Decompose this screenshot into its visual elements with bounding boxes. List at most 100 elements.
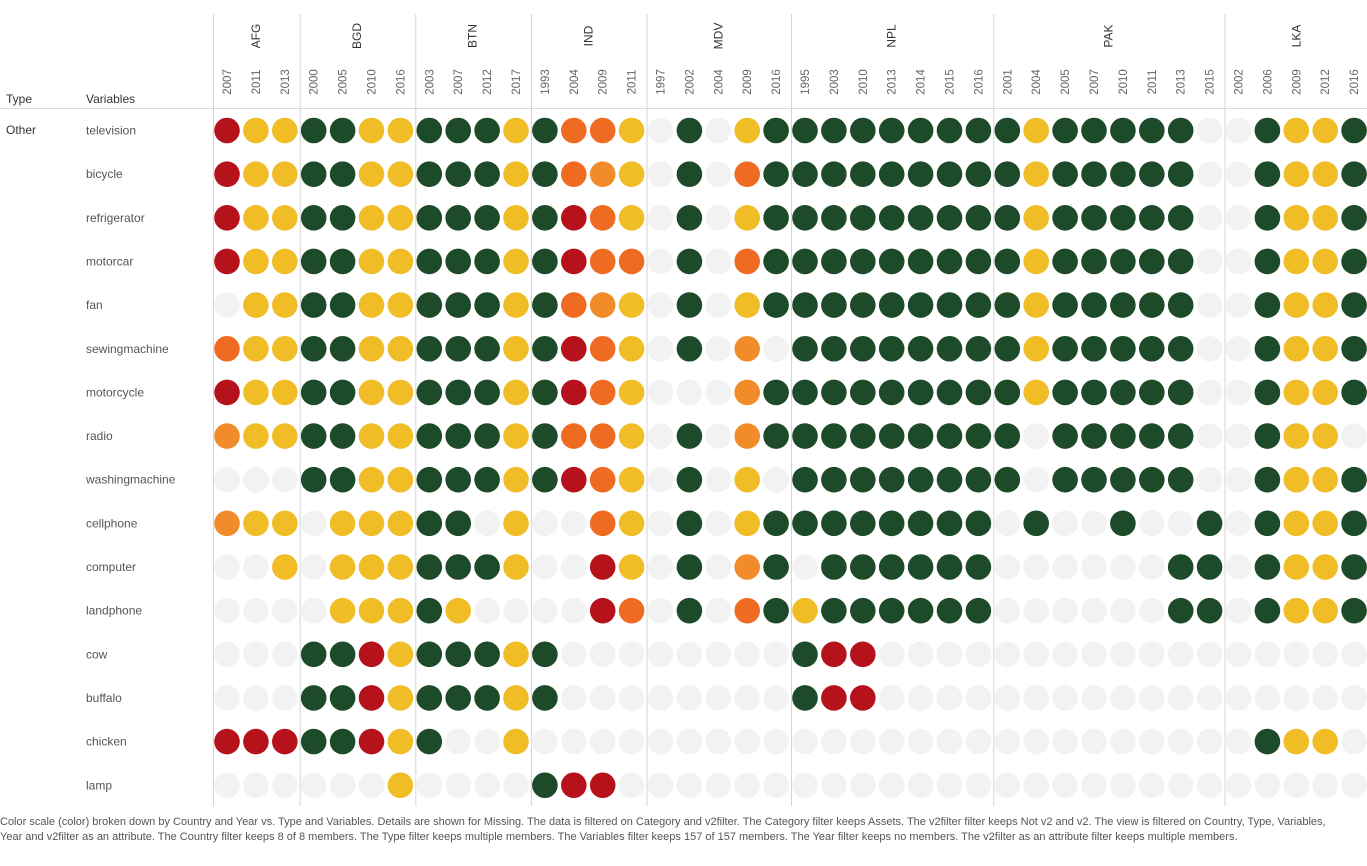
dot-radio-btn-2012[interactable] <box>474 423 500 449</box>
dot-washingmachine-btn-2007[interactable] <box>445 466 472 493</box>
dot-lamp-pak-2010[interactable] <box>1110 772 1136 799</box>
dot-cow-npl-2015[interactable] <box>936 641 963 668</box>
dot-cellphone-npl-2010[interactable] <box>850 510 876 537</box>
dot-sewingmachine-npl-2015[interactable] <box>936 335 963 362</box>
dot-landphone-npl-2003[interactable] <box>821 597 847 624</box>
dot-motorcar-lka-2016[interactable] <box>1341 248 1367 275</box>
dot-cow-mdv-2004[interactable] <box>705 641 732 668</box>
dot-sewingmachine-lka-2016[interactable] <box>1341 335 1367 362</box>
dot-motorcycle-pak-2010[interactable] <box>1110 379 1136 406</box>
dot-sewingmachine-ind-1993[interactable] <box>532 335 558 362</box>
dot-washingmachine-bgd-2000[interactable] <box>300 466 327 493</box>
dot-radio-afg-2013[interactable] <box>272 423 298 449</box>
dot-buffalo-npl-2015[interactable] <box>936 685 963 711</box>
dot-motorcar-lka-2002[interactable] <box>1225 248 1252 275</box>
dot-motorcycle-afg-2011[interactable] <box>243 379 269 406</box>
dot-television-pak-2007[interactable] <box>1081 117 1107 144</box>
dot-motorcar-pak-2001[interactable] <box>994 248 1021 275</box>
dot-fan-lka-2006[interactable] <box>1254 292 1281 318</box>
dot-refrigerator-btn-2007[interactable] <box>445 205 472 231</box>
dot-motorcar-lka-2012[interactable] <box>1312 248 1338 275</box>
dot-washingmachine-pak-2004[interactable] <box>1023 466 1049 493</box>
dot-lamp-bgd-2010[interactable] <box>358 772 385 799</box>
dot-fan-npl-2016[interactable] <box>965 292 992 318</box>
dot-cellphone-afg-2007[interactable] <box>214 510 240 537</box>
dot-radio-pak-2010[interactable] <box>1110 423 1136 449</box>
dot-cellphone-ind-2011[interactable] <box>618 510 645 537</box>
dot-washingmachine-npl-2015[interactable] <box>936 466 963 493</box>
dot-sewingmachine-btn-2017[interactable] <box>503 335 529 362</box>
dot-cow-btn-2003[interactable] <box>416 641 443 668</box>
dot-washingmachine-mdv-2009[interactable] <box>734 466 760 493</box>
dot-bicycle-bgd-2000[interactable] <box>300 161 327 187</box>
dot-refrigerator-ind-2009[interactable] <box>589 205 616 231</box>
dot-motorcar-afg-2013[interactable] <box>272 248 298 275</box>
dot-cow-btn-2007[interactable] <box>445 641 472 668</box>
dot-motorcar-pak-2004[interactable] <box>1023 248 1049 275</box>
dot-bicycle-btn-2012[interactable] <box>474 161 500 187</box>
dot-chicken-npl-2014[interactable] <box>907 728 934 755</box>
dot-motorcycle-btn-2012[interactable] <box>474 379 500 406</box>
dot-refrigerator-bgd-2016[interactable] <box>387 205 414 231</box>
dot-buffalo-bgd-2005[interactable] <box>329 685 356 711</box>
dot-chicken-pak-2007[interactable] <box>1081 728 1107 755</box>
dot-cellphone-bgd-2000[interactable] <box>300 510 327 537</box>
dot-cow-bgd-2016[interactable] <box>387 641 414 668</box>
dot-buffalo-npl-2013[interactable] <box>878 685 905 711</box>
dot-bicycle-npl-2010[interactable] <box>850 161 876 187</box>
dot-motorcycle-pak-2007[interactable] <box>1081 379 1107 406</box>
dot-radio-afg-2007[interactable] <box>214 423 240 449</box>
dot-landphone-ind-2011[interactable] <box>618 597 645 624</box>
dot-motorcycle-lka-2002[interactable] <box>1225 379 1252 406</box>
dot-lamp-ind-2011[interactable] <box>618 772 645 799</box>
dot-cow-pak-2011[interactable] <box>1139 641 1165 668</box>
dot-computer-btn-2017[interactable] <box>503 554 529 580</box>
dot-fan-bgd-2010[interactable] <box>358 292 385 318</box>
dot-sewingmachine-bgd-2016[interactable] <box>387 335 414 362</box>
dot-chicken-npl-2015[interactable] <box>936 728 963 755</box>
dot-radio-pak-2001[interactable] <box>994 423 1021 449</box>
dot-washingmachine-lka-2002[interactable] <box>1225 466 1252 493</box>
dot-sewingmachine-bgd-2000[interactable] <box>300 335 327 362</box>
dot-cellphone-ind-2004[interactable] <box>561 510 587 537</box>
dot-motorcar-lka-2009[interactable] <box>1283 248 1310 275</box>
dot-motorcycle-lka-2006[interactable] <box>1254 379 1281 406</box>
dot-cow-btn-2017[interactable] <box>503 641 529 668</box>
dot-landphone-btn-2017[interactable] <box>503 597 529 624</box>
dot-radio-pak-2004[interactable] <box>1023 423 1049 449</box>
dot-radio-pak-2013[interactable] <box>1167 423 1194 449</box>
dot-chicken-ind-2011[interactable] <box>618 728 645 755</box>
dot-motorcar-bgd-2000[interactable] <box>300 248 327 275</box>
dot-lamp-lka-2002[interactable] <box>1225 772 1252 799</box>
dot-chicken-afg-2007[interactable] <box>214 728 240 755</box>
dot-fan-lka-2009[interactable] <box>1283 292 1310 318</box>
dot-washingmachine-pak-2007[interactable] <box>1081 466 1107 493</box>
dot-landphone-afg-2011[interactable] <box>243 597 269 624</box>
dot-motorcar-npl-2016[interactable] <box>965 248 992 275</box>
dot-fan-mdv-2016[interactable] <box>763 292 789 318</box>
dot-motorcycle-npl-2003[interactable] <box>821 379 847 406</box>
dot-cow-npl-2014[interactable] <box>907 641 934 668</box>
dot-cellphone-afg-2011[interactable] <box>243 510 269 537</box>
dot-refrigerator-bgd-2010[interactable] <box>358 205 385 231</box>
dot-television-ind-2011[interactable] <box>618 117 645 144</box>
dot-refrigerator-btn-2003[interactable] <box>416 205 443 231</box>
dot-buffalo-npl-2016[interactable] <box>965 685 992 711</box>
dot-buffalo-pak-2010[interactable] <box>1110 685 1136 711</box>
dot-sewingmachine-pak-2011[interactable] <box>1139 335 1165 362</box>
dot-washingmachine-npl-2013[interactable] <box>878 466 905 493</box>
dot-lamp-pak-2005[interactable] <box>1052 772 1078 799</box>
dot-landphone-npl-2013[interactable] <box>878 597 905 624</box>
dot-motorcar-bgd-2010[interactable] <box>358 248 385 275</box>
dot-television-pak-2001[interactable] <box>994 117 1021 144</box>
dot-radio-mdv-2004[interactable] <box>705 423 732 449</box>
dot-cellphone-lka-2002[interactable] <box>1225 510 1252 537</box>
dot-cellphone-bgd-2005[interactable] <box>329 510 356 537</box>
dot-radio-bgd-2016[interactable] <box>387 423 414 449</box>
dot-chicken-npl-1995[interactable] <box>792 728 818 755</box>
dot-chicken-lka-2006[interactable] <box>1254 728 1281 755</box>
dot-washingmachine-npl-1995[interactable] <box>792 466 818 493</box>
dot-landphone-npl-2016[interactable] <box>965 597 992 624</box>
dot-motorcar-npl-2015[interactable] <box>936 248 963 275</box>
dot-motorcycle-npl-2014[interactable] <box>907 379 934 406</box>
